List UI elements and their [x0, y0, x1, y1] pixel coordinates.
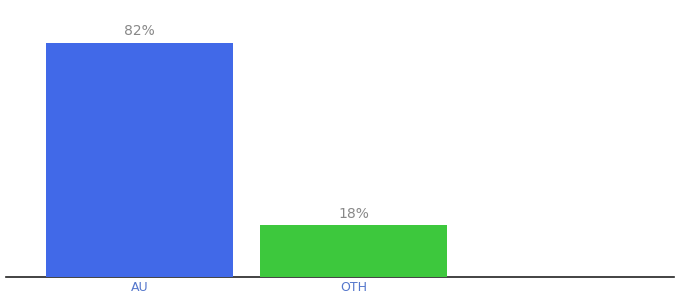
Bar: [46, 43, 233, 277]
Text: 18%: 18%: [338, 207, 369, 221]
Text: 82%: 82%: [124, 24, 155, 38]
Bar: [260, 225, 447, 277]
